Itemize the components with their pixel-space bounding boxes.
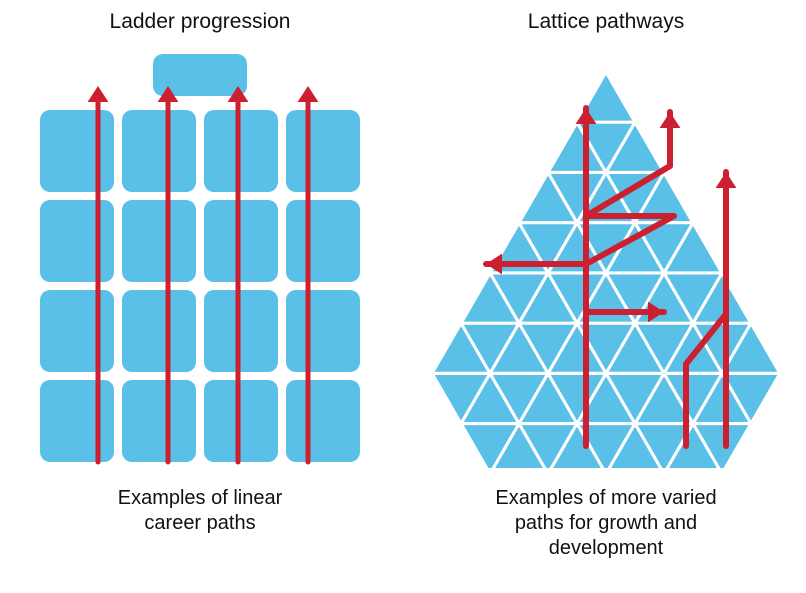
lattice-title: Lattice pathways: [528, 10, 684, 34]
ladder-caption: Examples of linearcareer paths: [118, 486, 283, 536]
ladder-panel: Ladder progression Examples of linearcar…: [20, 10, 380, 583]
ladder-title: Ladder progression: [110, 10, 291, 34]
lattice-figure: [426, 48, 786, 468]
ladder-figure: [20, 48, 380, 468]
ladder-svg: [20, 48, 380, 468]
lattice-svg: [426, 48, 786, 468]
lattice-caption: Examples of more variedpaths for growth …: [495, 486, 716, 561]
comparison-infographic: Ladder progression Examples of linearcar…: [0, 0, 806, 593]
lattice-panel: Lattice pathways Examples of more varied…: [426, 10, 786, 583]
